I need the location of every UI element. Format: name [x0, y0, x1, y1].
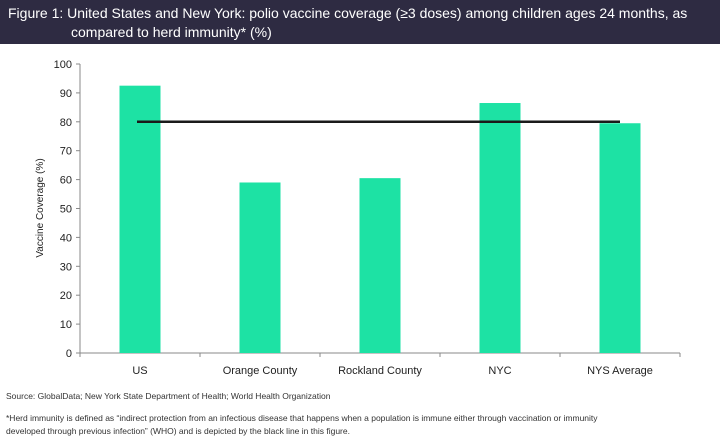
- x-tick-label: Rockland County: [338, 365, 422, 377]
- y-tick-label: 100: [54, 59, 72, 71]
- y-axis: 0 10 20 30 40 50 60 70 80 90 100: [54, 59, 81, 360]
- chart-title-line2: compared to herd immunity* (%): [71, 24, 272, 40]
- x-tick-label: US: [132, 365, 147, 377]
- y-axis-label: Vaccine Coverage (%): [35, 158, 46, 257]
- chart-title-line1: Figure 1: United States and New York: po…: [8, 5, 688, 21]
- herd-immunity-note-line2: developed through previous infection” (W…: [6, 426, 350, 436]
- y-tick-label: 80: [60, 117, 72, 129]
- x-tick-label: Orange County: [223, 365, 298, 377]
- y-tick-label: 60: [60, 175, 72, 187]
- y-tick-label: 70: [60, 146, 72, 158]
- title-bar: Figure 1: United States and New York: po…: [0, 0, 720, 44]
- bar: [479, 103, 521, 353]
- bar: [599, 123, 641, 354]
- bar-chart: 0 10 20 30 40 50 60 70 80 90 100 US Orange County Ro…: [35, 59, 681, 377]
- bar: [359, 178, 401, 353]
- bar: [239, 182, 281, 353]
- bars: [119, 85, 641, 354]
- y-tick-label: 40: [60, 232, 72, 244]
- x-tick-label: NYS Average: [587, 365, 653, 377]
- y-tick-label: 20: [60, 290, 72, 302]
- x-axis: US Orange County Rockland County NYC NYS Ave…: [79, 352, 681, 377]
- y-tick-label: 0: [66, 348, 72, 360]
- bar: [119, 85, 161, 354]
- x-tick-label: NYC: [488, 365, 511, 377]
- y-tick-label: 30: [60, 261, 72, 273]
- y-tick-label: 90: [60, 88, 72, 100]
- herd-immunity-note-line1: *Herd immunity is defined as “indirect p…: [6, 413, 598, 423]
- y-tick-label: 10: [60, 319, 72, 331]
- y-tick-label: 50: [60, 204, 72, 216]
- source-note: Source: GlobalData; New York State Depar…: [6, 391, 331, 401]
